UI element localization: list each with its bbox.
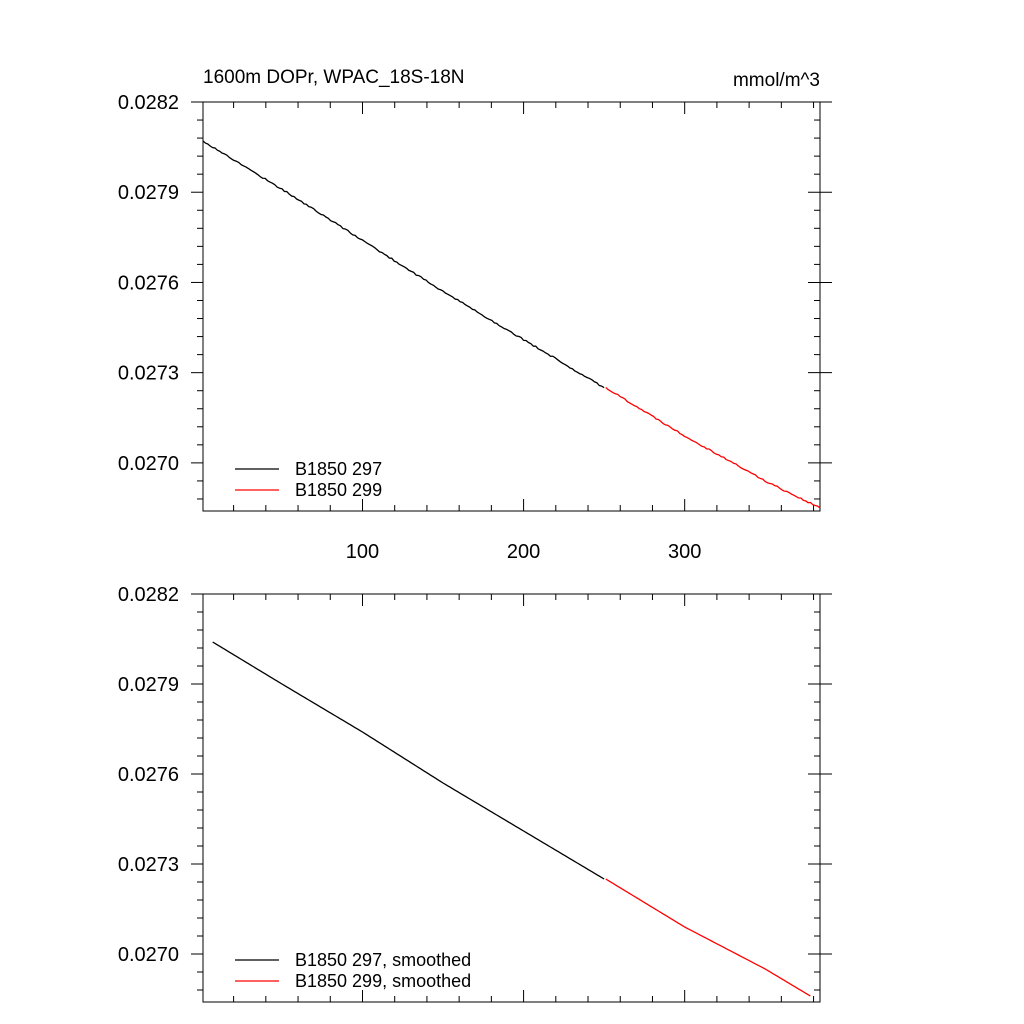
legend-label: B1850 299, smoothed — [295, 971, 471, 991]
y-tick-label: 0.0273 — [118, 854, 179, 876]
plot-frame — [202, 101, 821, 512]
y-tick-label: 0.0276 — [118, 272, 179, 294]
y-tick-label: 0.0279 — [118, 182, 179, 204]
series-line-2 — [605, 878, 811, 997]
legend-label: B1850 297 — [295, 459, 382, 479]
bottom-panel: 0.0270 0.0273 0.0276 0.0279 0.0282 B1850 297,… — [118, 584, 832, 1003]
chart-title: 1600m DOPr, WPAC_18S-18N — [203, 67, 465, 88]
y-tick-label: 0.0279 — [118, 674, 179, 696]
y-tick-label: 0.0270 — [118, 453, 179, 475]
y-tick-label: 0.0282 — [118, 584, 179, 606]
units-label: mmol/m^3 — [733, 70, 820, 91]
x-tick-label: 300 — [668, 541, 701, 563]
series-line-2 — [605, 387, 821, 509]
legend-label: B1850 299 — [295, 480, 382, 500]
x-tick-label: 200 — [507, 541, 540, 563]
series-line-1 — [212, 641, 605, 880]
x-tick-label: 100 — [346, 541, 379, 563]
plot-frame — [202, 593, 821, 1003]
series-line-1 — [202, 140, 605, 389]
legend-label: B1850 297, smoothed — [295, 950, 471, 970]
y-tick-label: 0.0273 — [118, 363, 179, 385]
top-panel: 100 200 300 0.0270 0.0273 0.0276 0.0279 0.0282 B… — [118, 92, 832, 563]
y-tick-label: 0.0276 — [118, 764, 179, 786]
y-tick-label: 0.0270 — [118, 944, 179, 966]
y-tick-label: 0.0282 — [118, 92, 179, 114]
